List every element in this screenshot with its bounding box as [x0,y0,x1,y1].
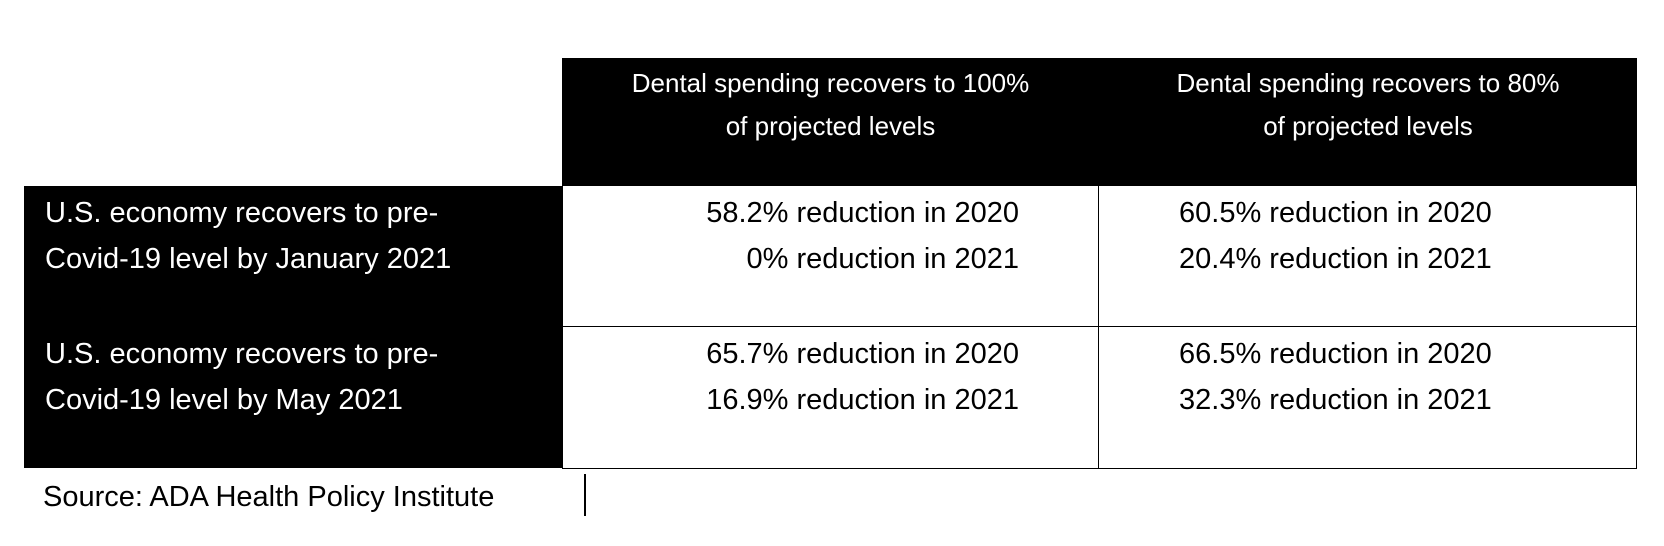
row-header-may-2021: U.S. economy recovers to pre- Covid-19 l… [24,327,562,468]
column-header-line: Dental spending recovers to 80% [1176,68,1560,98]
text-cursor [584,474,586,516]
cell-value: 66.5% reduction in 2020 [1179,338,1492,370]
cell-value: 20.4% reduction in 2021 [1179,243,1492,275]
table-cell-jan-80: 60.5% reduction in 2020 20.4% reduction … [1098,186,1637,328]
source-note[interactable]: Source: ADA Health Policy Institute [43,481,495,513]
row-header-line: U.S. economy recovers to pre- [45,338,439,370]
column-header-80-percent: Dental spending recovers to 80% of proje… [1099,58,1637,186]
cell-value: 58.2% reduction in 2020 [706,197,1019,229]
row-header-line: U.S. economy recovers to pre- [45,197,439,229]
column-header-line: of projected levels [1263,111,1473,141]
cell-value: 32.3% reduction in 2021 [1179,384,1492,416]
row-header-line: Covid-19 level by January 2021 [45,243,452,275]
cell-value: 0% reduction in 2021 [746,243,1019,275]
table-cell-may-100: 65.7% reduction in 2020 16.9% reduction … [562,326,1100,469]
cell-value: 65.7% reduction in 2020 [706,338,1019,370]
table-cell-jan-100: 58.2% reduction in 2020 0% reduction in … [562,186,1100,328]
row-header-january-2021: U.S. economy recovers to pre- Covid-19 l… [24,186,562,327]
column-header-line: of projected levels [725,111,936,141]
row-header-line: Covid-19 level by May 2021 [45,384,403,416]
cell-value: 16.9% reduction in 2021 [706,384,1019,416]
cell-value: 60.5% reduction in 2020 [1179,197,1492,229]
column-header-100-percent: Dental spending recovers to 100% of proj… [562,58,1099,186]
table-cell-may-80: 66.5% reduction in 2020 32.3% reduction … [1098,326,1637,469]
column-header-line: Dental spending recovers to 100% [631,68,1030,98]
